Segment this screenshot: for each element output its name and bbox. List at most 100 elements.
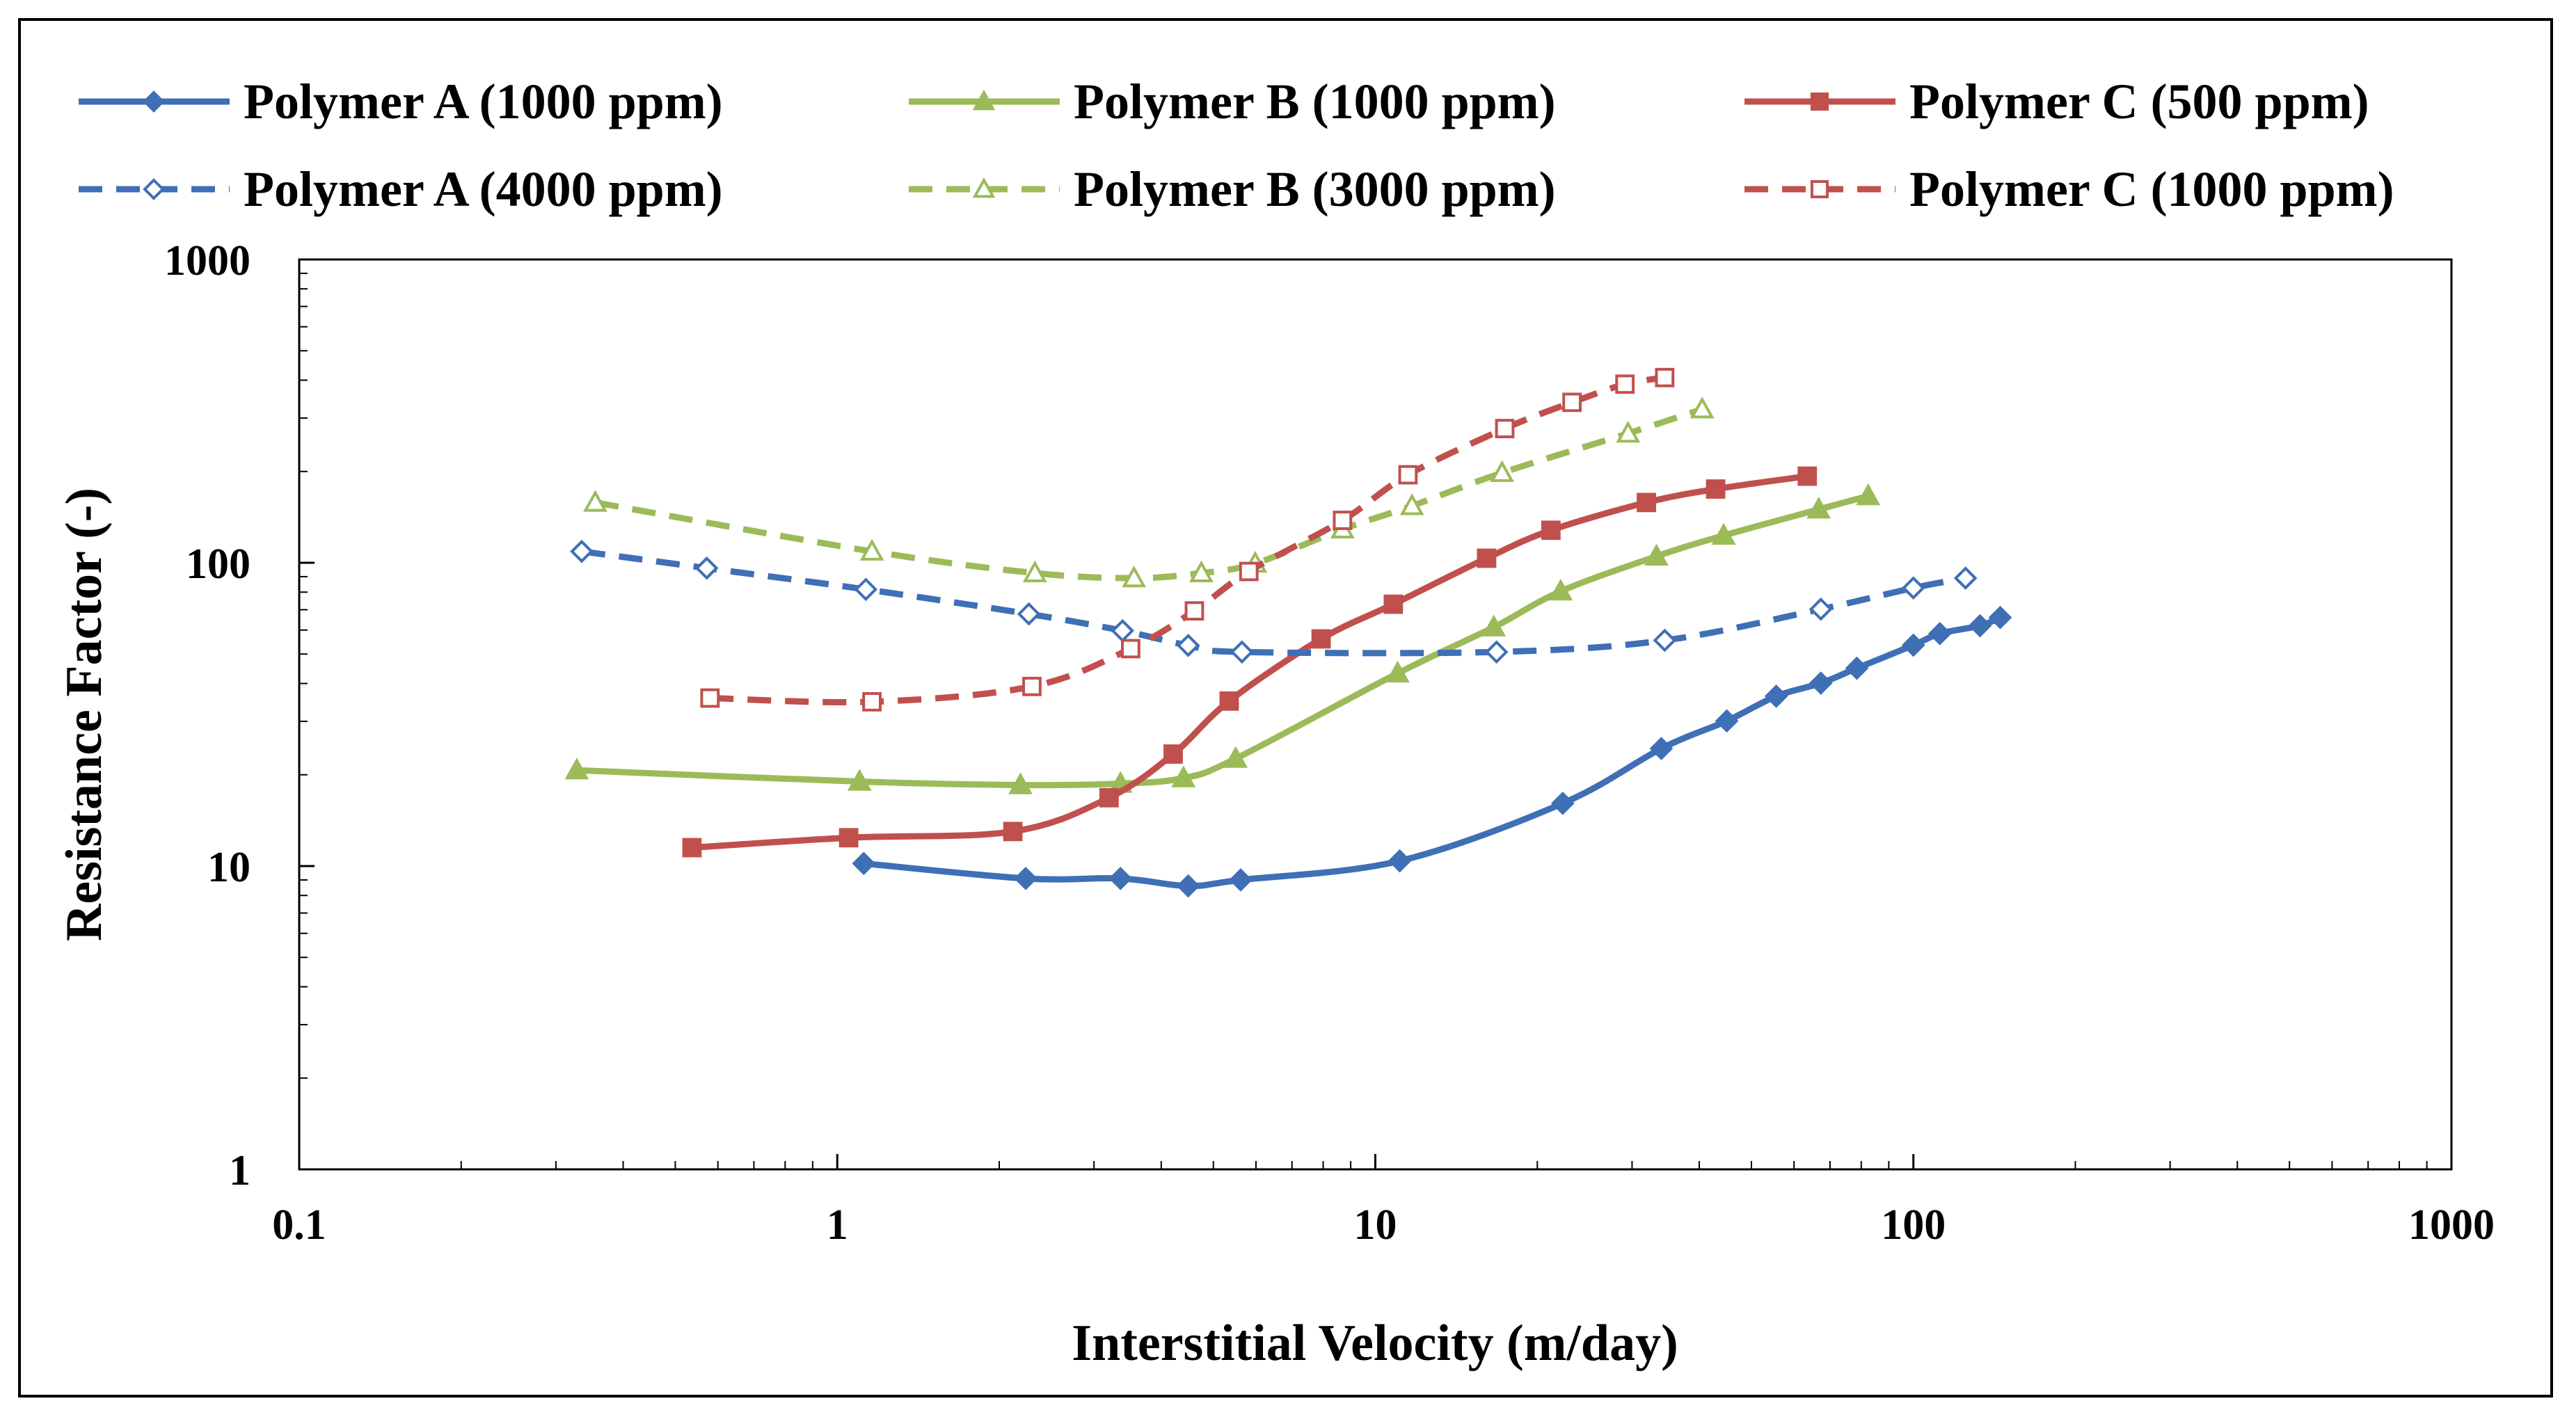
data-point xyxy=(1108,867,1133,890)
data-point xyxy=(1856,483,1881,506)
data-point xyxy=(694,556,719,580)
x-axis-title: Interstitial Velocity (m/day) xyxy=(1072,1315,1678,1372)
data-point xyxy=(1176,874,1200,898)
legend-label: Polymer C (500 ppm) xyxy=(1909,74,2369,129)
data-point xyxy=(1163,744,1183,764)
series-polymer-c-1000-ppm xyxy=(700,367,1675,712)
legend-marker-icon xyxy=(1810,92,1829,111)
data-point xyxy=(862,691,882,712)
data-point xyxy=(583,490,607,512)
legend-marker-icon xyxy=(972,177,996,198)
series-polymer-a-1000-ppm xyxy=(852,605,2012,898)
data-point xyxy=(1022,676,1042,696)
data-point xyxy=(1808,671,1833,695)
data-point xyxy=(570,539,594,563)
data-point xyxy=(852,851,876,876)
data-point xyxy=(1808,597,1833,621)
data-point xyxy=(1481,614,1506,637)
y-tick-label: 1000 xyxy=(164,237,251,285)
y-tick-label: 100 xyxy=(186,541,251,588)
data-point xyxy=(1229,868,1253,892)
legend-marker-icon xyxy=(143,178,165,200)
data-point xyxy=(1176,633,1200,657)
legend-label: Polymer A (1000 ppm) xyxy=(244,74,723,129)
data-point xyxy=(1385,660,1410,683)
x-tick-label: 1 xyxy=(827,1201,848,1249)
legend-label: Polymer B (1000 ppm) xyxy=(1074,74,1556,129)
data-point xyxy=(1927,622,1952,646)
data-point xyxy=(1644,543,1669,566)
data-point xyxy=(1988,605,2012,630)
data-point xyxy=(1239,561,1259,582)
data-point xyxy=(1223,746,1248,768)
data-point xyxy=(1689,397,1715,419)
data-point xyxy=(1562,392,1582,413)
data-point xyxy=(1171,765,1196,787)
data-point xyxy=(1398,465,1418,485)
data-point xyxy=(1541,520,1561,541)
data-point xyxy=(1022,560,1047,582)
x-tick-label: 0.1 xyxy=(272,1201,326,1249)
legend-label: Polymer A (4000 ppm) xyxy=(244,161,723,217)
data-point xyxy=(1399,493,1424,515)
legend-item: Polymer B (3000 ppm) xyxy=(909,161,1556,217)
data-point xyxy=(838,828,859,848)
legend-item: Polymer A (1000 ppm) xyxy=(79,74,723,129)
data-point xyxy=(1637,493,1656,513)
data-point xyxy=(564,758,589,780)
data-point xyxy=(854,577,878,602)
data-point xyxy=(1219,691,1239,711)
data-point xyxy=(1008,772,1033,794)
legend-item: Polymer C (1000 ppm) xyxy=(1744,161,2394,217)
legend-label: Polymer C (1000 ppm) xyxy=(1909,161,2394,217)
legend: Polymer A (1000 ppm) Polymer B (1000 ppm)… xyxy=(79,74,2394,217)
legend-marker-icon xyxy=(1810,179,1829,199)
series-polymer-a-4000-ppm xyxy=(570,539,1978,664)
data-point xyxy=(847,769,872,791)
data-point xyxy=(1311,629,1331,649)
data-point xyxy=(1953,566,1978,590)
data-point xyxy=(1122,565,1147,588)
series-line xyxy=(581,548,1966,657)
data-point xyxy=(1003,822,1023,842)
data-point xyxy=(1477,548,1497,568)
data-point xyxy=(1484,640,1509,664)
data-point xyxy=(1797,466,1818,486)
series-polymer-b-1000-ppm xyxy=(564,483,1881,794)
legend-marker-icon xyxy=(972,89,996,111)
data-point xyxy=(1099,787,1119,808)
x-tick-label: 100 xyxy=(1881,1201,1946,1249)
legend-label: Polymer B (3000 ppm) xyxy=(1074,161,1556,217)
data-point xyxy=(1550,791,1575,815)
series-polymer-c-500-ppm xyxy=(682,466,1818,858)
data-point xyxy=(700,688,720,708)
data-point xyxy=(1230,640,1254,664)
data-point xyxy=(859,538,884,561)
data-point xyxy=(1901,633,1925,657)
data-point xyxy=(1706,479,1726,499)
data-point xyxy=(1764,685,1788,708)
data-point xyxy=(1121,639,1140,659)
data-point xyxy=(1616,420,1641,443)
data-point xyxy=(1184,601,1204,621)
data-point xyxy=(1649,737,1673,760)
data-point xyxy=(1615,374,1635,394)
series-layer xyxy=(564,367,2012,898)
data-point xyxy=(1017,602,1041,626)
data-point xyxy=(1383,594,1404,614)
data-point xyxy=(1490,460,1515,482)
data-point xyxy=(1901,576,1925,600)
data-point xyxy=(1653,628,1677,653)
x-tick-label: 1000 xyxy=(2408,1201,2495,1249)
series-line xyxy=(576,493,1869,789)
legend-item: Polymer A (4000 ppm) xyxy=(79,161,723,217)
data-point xyxy=(1333,511,1353,530)
data-point xyxy=(1968,614,1992,638)
series-line xyxy=(594,406,1703,582)
data-point xyxy=(1715,709,1739,733)
legend-item: Polymer B (1000 ppm) xyxy=(909,74,1556,129)
data-point xyxy=(1388,849,1412,873)
y-tick-label: 10 xyxy=(207,844,251,891)
chart-frame xyxy=(18,18,2553,1398)
legend-item: Polymer C (500 ppm) xyxy=(1744,74,2369,129)
